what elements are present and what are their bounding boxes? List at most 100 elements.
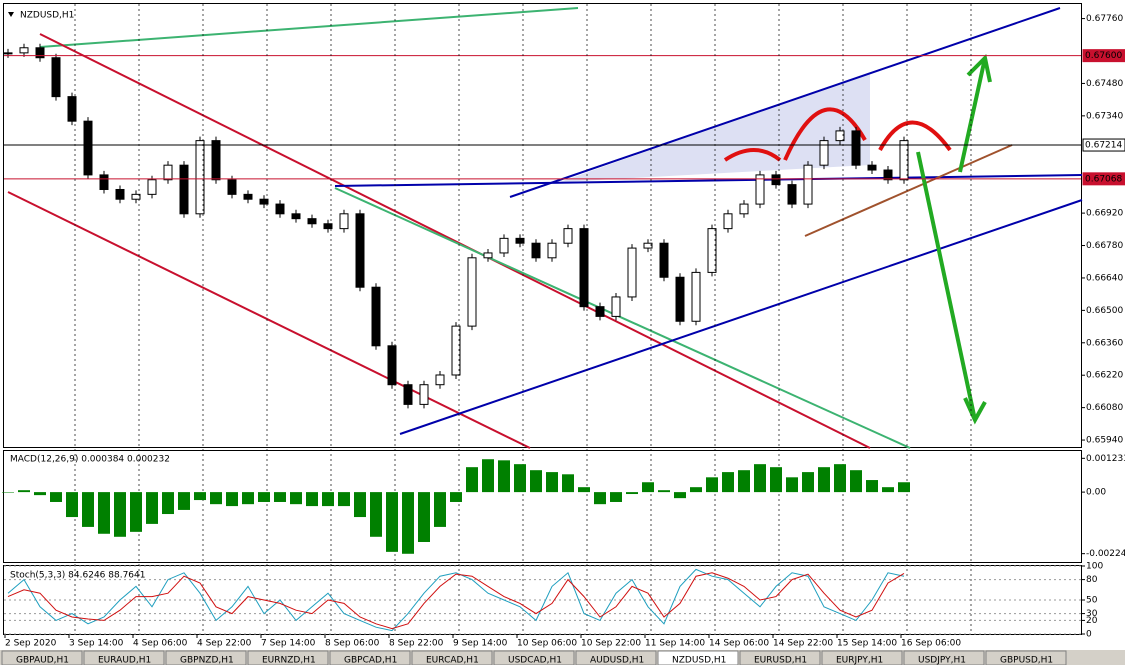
price-label-box xyxy=(1082,49,1125,63)
tab-box xyxy=(329,650,411,665)
trend-line xyxy=(509,7,1061,198)
y-tick-label: 0.66640 xyxy=(1086,273,1123,283)
macd-pane xyxy=(3,450,1082,563)
candle xyxy=(723,213,733,230)
time-label: 2 Sep 2020 xyxy=(5,639,57,649)
macd-bar xyxy=(18,490,30,493)
candle xyxy=(627,247,637,298)
tab[interactable]: EURCAD,H1 xyxy=(411,650,493,665)
candle xyxy=(899,140,909,181)
macd-bar xyxy=(770,467,782,493)
tab[interactable]: GBPAUD,H1 xyxy=(1,650,83,665)
macd-bar xyxy=(146,492,158,524)
y-tick-label: 50 xyxy=(1086,596,1098,606)
candle xyxy=(579,228,589,308)
y-tick-label: 100 xyxy=(1086,562,1103,572)
macd-bar xyxy=(498,460,510,493)
tab-label: EURJPY,H1 xyxy=(836,656,883,665)
tab[interactable]: EURJPY,H1 xyxy=(821,650,903,665)
tab[interactable]: USDCAD,H1 xyxy=(493,650,575,665)
tab[interactable]: GBPNZD,H1 xyxy=(165,650,247,665)
price-label: 0.67214 xyxy=(1085,141,1122,151)
y-tick-label: 30 xyxy=(1086,609,1098,619)
candle xyxy=(67,96,77,122)
tab[interactable]: GBPCAD,H1 xyxy=(329,650,411,665)
tab[interactable]: USDJPY,H1 xyxy=(903,650,985,665)
candle xyxy=(211,140,221,181)
head-shoulders xyxy=(723,107,952,162)
macd-bar xyxy=(482,459,494,493)
tab-label: EURCAD,H1 xyxy=(426,656,479,665)
macd-bar xyxy=(738,470,750,493)
candle xyxy=(659,242,669,278)
macd-bar xyxy=(802,472,814,493)
tab-box xyxy=(739,650,821,665)
y-tick-label: 0.67340 xyxy=(1086,111,1123,121)
macd-bar xyxy=(658,490,670,493)
macd-bar xyxy=(594,492,606,505)
y-tick-label: 0.001233 xyxy=(1086,454,1125,464)
candle xyxy=(99,174,109,190)
candle xyxy=(595,306,605,317)
candle xyxy=(19,47,29,54)
macd-bar xyxy=(530,470,542,493)
tab-box xyxy=(903,650,985,665)
candle xyxy=(163,164,173,181)
candle xyxy=(563,228,573,244)
stoch-line xyxy=(7,572,905,630)
candle xyxy=(547,242,557,259)
macd-bar xyxy=(194,492,206,501)
macd-bar xyxy=(578,487,590,493)
candle xyxy=(771,174,781,186)
time-label: 8 Sep 06:00 xyxy=(325,639,380,649)
trend-line xyxy=(334,187,911,449)
trend-line xyxy=(804,144,1013,237)
time-label: 4 Sep 06:00 xyxy=(133,639,188,649)
y-tick-label: 0.66220 xyxy=(1086,371,1123,381)
candle xyxy=(131,193,141,200)
macd-bar xyxy=(82,492,94,527)
channel-line xyxy=(39,33,871,449)
tab-label: GBPAUD,H1 xyxy=(16,656,69,665)
candle xyxy=(355,213,365,288)
pane-title: MACD(12,26,9) 0.000384 0.000232 xyxy=(10,455,170,465)
candle xyxy=(819,140,829,166)
candle xyxy=(419,384,429,405)
candle xyxy=(867,164,877,171)
candle xyxy=(611,296,621,317)
tab-label: EURNZD,H1 xyxy=(262,656,316,665)
tab-box xyxy=(657,650,739,665)
tab[interactable]: EURNZD,H1 xyxy=(247,650,329,665)
time-label: 10 Sep 06:00 xyxy=(517,639,577,649)
macd-bar xyxy=(642,482,654,493)
tab[interactable]: EURAUD,H1 xyxy=(83,650,165,665)
tab[interactable]: AUDUSD,H1 xyxy=(575,650,657,665)
candle xyxy=(675,276,685,322)
time-label: 14 Sep 06:00 xyxy=(709,639,769,649)
macd-bar xyxy=(626,492,638,495)
candle xyxy=(371,286,381,347)
macd-bar xyxy=(386,492,398,552)
candle xyxy=(403,384,413,405)
macd-bar xyxy=(866,480,878,493)
candle xyxy=(451,325,461,376)
tab[interactable]: GBPUSD,H1 xyxy=(985,650,1067,665)
macd-bar xyxy=(258,492,270,502)
y-tick-label: 0.66920 xyxy=(1086,209,1123,219)
macd-bar xyxy=(242,492,254,505)
tab[interactable]: EURUSD,H1 xyxy=(739,650,821,665)
macd-bar xyxy=(818,467,830,493)
pane-title: Stoch(5,3,3) 84.6246 88.7641 xyxy=(10,571,145,581)
macd-bar xyxy=(706,477,718,493)
macd-bar xyxy=(850,470,862,493)
tab[interactable]: NZDUSD,H1 xyxy=(657,650,739,665)
macd-bar xyxy=(402,492,414,554)
y-tick-label: 0.66780 xyxy=(1086,241,1123,251)
macd-bar xyxy=(66,492,78,518)
macd-bar xyxy=(834,464,846,493)
tab-label: USDCAD,H1 xyxy=(508,656,562,665)
stoch-line xyxy=(7,568,905,632)
tab-box xyxy=(493,650,575,665)
time-label: 3 Sep 14:00 xyxy=(69,639,124,649)
